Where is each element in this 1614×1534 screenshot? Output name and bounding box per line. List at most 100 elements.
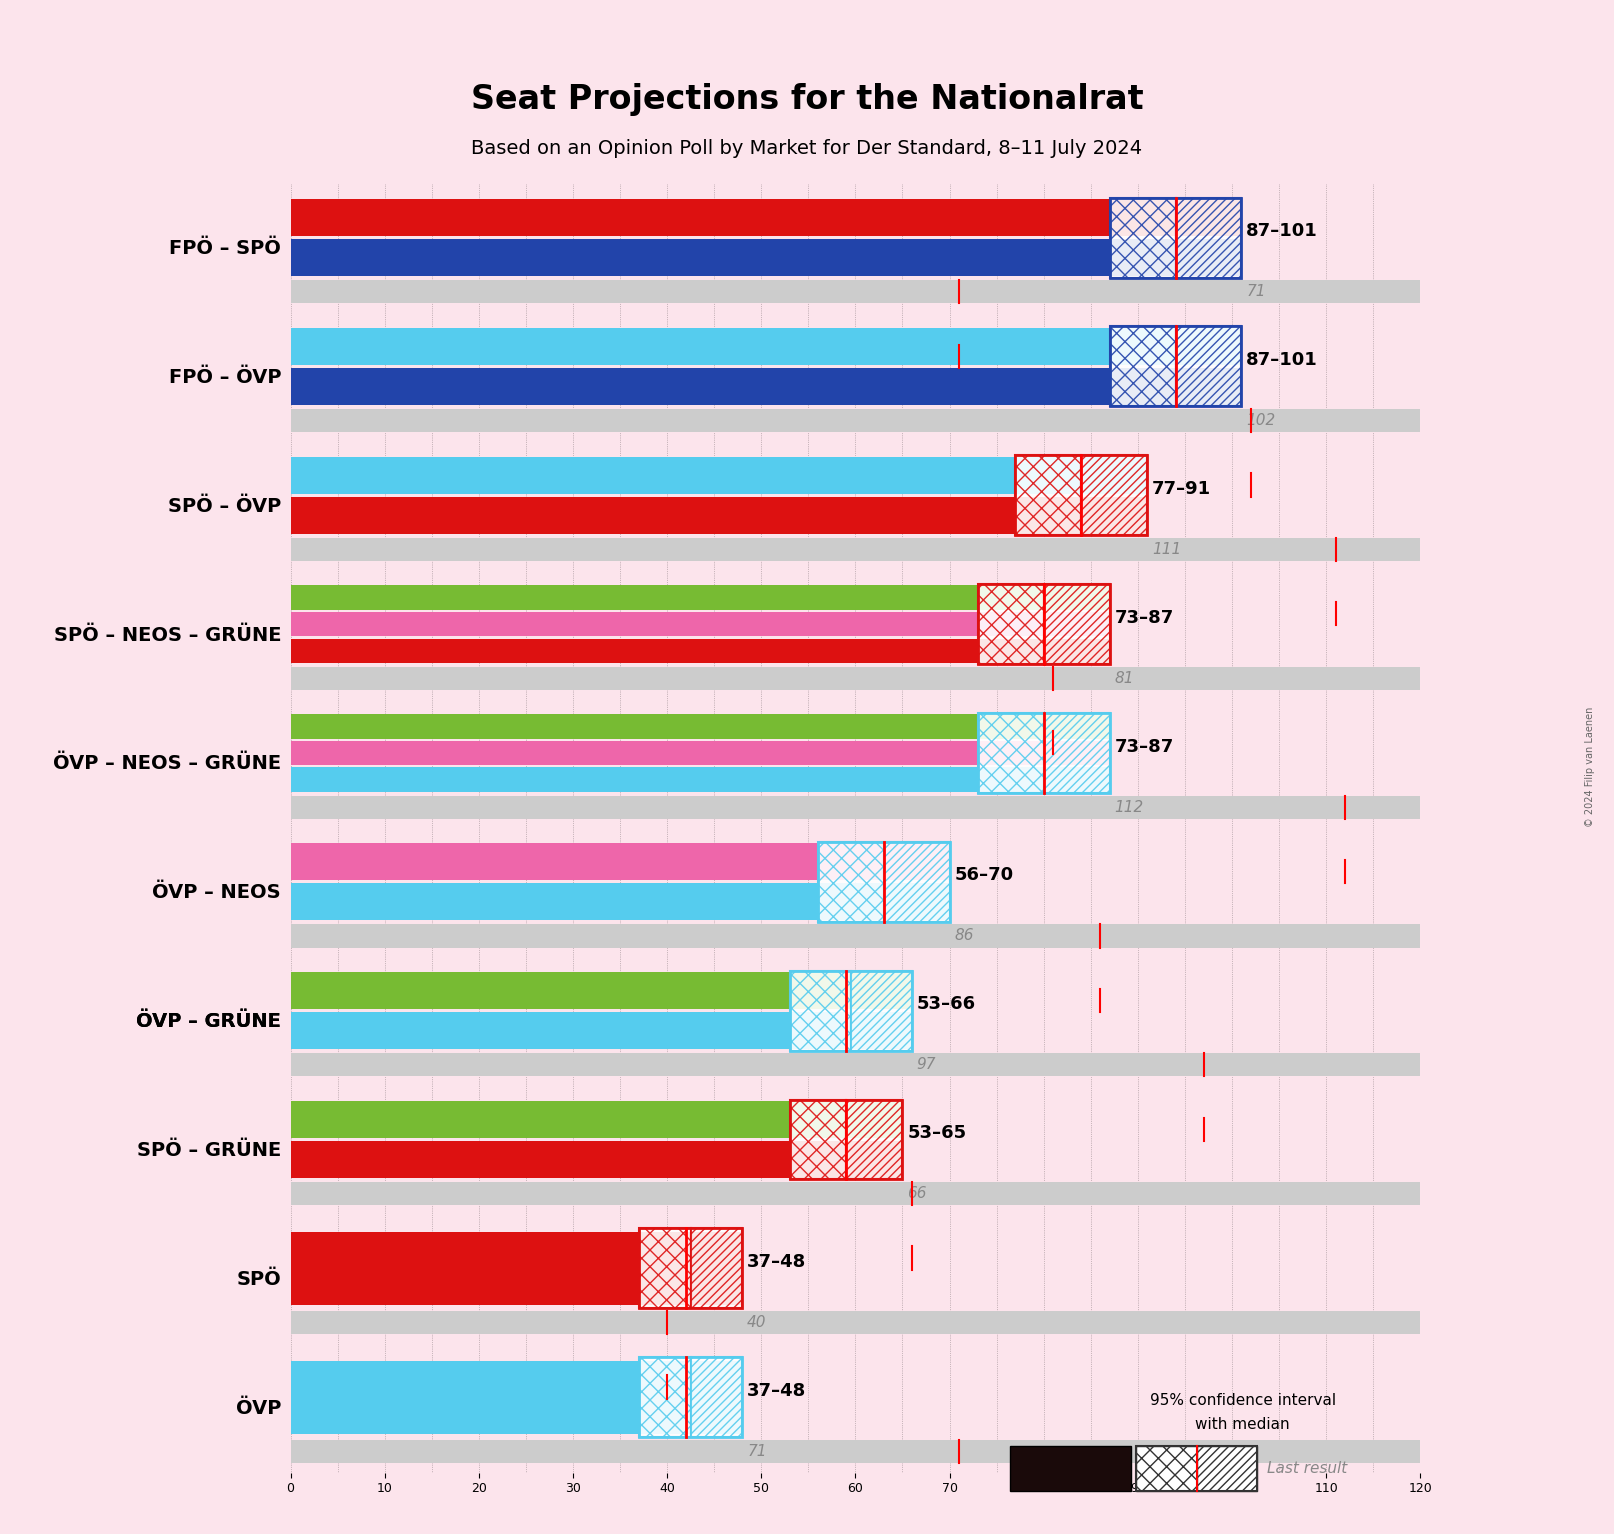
Text: 37–48: 37–48 bbox=[747, 1382, 807, 1401]
Bar bbox=[1110, 327, 1175, 407]
Bar bbox=[978, 713, 1044, 793]
Text: 77–91: 77–91 bbox=[1152, 480, 1210, 499]
Bar bbox=[291, 1361, 742, 1434]
Text: 37–48: 37–48 bbox=[747, 1253, 807, 1272]
Text: 53–65: 53–65 bbox=[907, 1124, 967, 1143]
Bar bbox=[691, 1229, 742, 1309]
Bar bbox=[851, 971, 912, 1051]
Bar bbox=[291, 796, 1420, 819]
Text: Seat Projections for the Nationalrat: Seat Projections for the Nationalrat bbox=[471, 83, 1143, 117]
Text: ÖVP – GRÜNE: ÖVP – GRÜNE bbox=[136, 1012, 281, 1031]
Text: ÖVP – NEOS – GRÜNE: ÖVP – NEOS – GRÜNE bbox=[53, 755, 281, 773]
Bar bbox=[1136, 1447, 1257, 1491]
Bar bbox=[291, 973, 912, 1009]
Bar bbox=[291, 328, 1241, 365]
Bar bbox=[291, 767, 1110, 792]
Text: ÖVP – GRÜNE: ÖVP – GRÜNE bbox=[136, 1012, 281, 1031]
Bar bbox=[291, 199, 1241, 236]
Bar bbox=[1044, 584, 1109, 664]
Text: ÖVP: ÖVP bbox=[236, 1399, 281, 1417]
Bar bbox=[1015, 456, 1081, 535]
Bar bbox=[1175, 198, 1241, 278]
Text: 97: 97 bbox=[917, 1057, 936, 1072]
Bar bbox=[1110, 327, 1241, 407]
Bar bbox=[291, 368, 1241, 405]
Text: 71: 71 bbox=[747, 1443, 767, 1459]
Text: SPÖ – ÖVP: SPÖ – ÖVP bbox=[168, 497, 281, 515]
Bar bbox=[291, 457, 1148, 494]
Text: 95% confidence interval: 95% confidence interval bbox=[1149, 1393, 1336, 1408]
Bar bbox=[1110, 198, 1241, 278]
Bar bbox=[789, 1100, 846, 1180]
Text: SPÖ: SPÖ bbox=[236, 1270, 281, 1289]
Bar bbox=[1136, 1447, 1196, 1491]
Text: 73–87: 73–87 bbox=[1114, 609, 1173, 627]
Text: 40: 40 bbox=[747, 1315, 767, 1330]
Text: with median: with median bbox=[1196, 1417, 1290, 1433]
Text: FPÖ – SPÖ: FPÖ – SPÖ bbox=[169, 239, 281, 258]
Bar bbox=[818, 842, 884, 922]
Text: Last result: Last result bbox=[1267, 1460, 1348, 1476]
Text: 53–66: 53–66 bbox=[917, 996, 976, 1014]
Bar bbox=[789, 971, 851, 1051]
Bar bbox=[1081, 456, 1148, 535]
Bar bbox=[978, 584, 1110, 664]
Bar bbox=[291, 239, 1241, 276]
Bar bbox=[789, 971, 912, 1051]
Text: 87–101: 87–101 bbox=[1246, 222, 1319, 241]
Bar bbox=[1044, 713, 1109, 793]
Bar bbox=[978, 713, 1110, 793]
Bar bbox=[291, 638, 1110, 663]
Text: Based on an Opinion Poll by Market for Der Standard, 8–11 July 2024: Based on an Opinion Poll by Market for D… bbox=[471, 140, 1143, 158]
Bar bbox=[818, 842, 949, 922]
Text: 73–87: 73–87 bbox=[1114, 738, 1173, 756]
Bar bbox=[291, 925, 1420, 948]
Bar bbox=[1196, 1447, 1257, 1491]
Text: ÖVP – NEOS: ÖVP – NEOS bbox=[152, 884, 281, 902]
Text: 102: 102 bbox=[1246, 413, 1275, 428]
Bar bbox=[639, 1229, 742, 1309]
Text: 86: 86 bbox=[954, 928, 973, 943]
Bar bbox=[291, 497, 1148, 534]
Bar bbox=[291, 1101, 902, 1138]
Bar bbox=[291, 281, 1420, 304]
Text: FPÖ – ÖVP: FPÖ – ÖVP bbox=[168, 368, 281, 387]
Text: 87–101: 87–101 bbox=[1246, 351, 1319, 370]
Bar bbox=[1015, 456, 1148, 535]
Bar bbox=[639, 1229, 691, 1309]
Bar bbox=[691, 1358, 742, 1437]
Bar bbox=[291, 1232, 742, 1305]
Bar bbox=[884, 842, 949, 922]
Text: 81: 81 bbox=[1114, 670, 1133, 686]
Text: 71: 71 bbox=[1246, 284, 1265, 299]
Bar bbox=[639, 1358, 742, 1437]
Bar bbox=[291, 410, 1420, 433]
Bar bbox=[291, 1054, 1420, 1077]
Text: 66: 66 bbox=[907, 1186, 926, 1201]
Text: SPÖ – NEOS – GRÜNE: SPÖ – NEOS – GRÜNE bbox=[53, 626, 281, 644]
Bar bbox=[291, 884, 949, 920]
Bar bbox=[291, 1141, 902, 1178]
Text: 56–70: 56–70 bbox=[954, 867, 1014, 885]
Bar bbox=[291, 1440, 1420, 1463]
Text: © 2024 Filip van Laenen: © 2024 Filip van Laenen bbox=[1585, 707, 1595, 827]
Bar bbox=[291, 715, 1110, 738]
Bar bbox=[1110, 198, 1175, 278]
Text: 112: 112 bbox=[1114, 799, 1144, 815]
Text: SPÖ – GRÜNE: SPÖ – GRÜNE bbox=[137, 1141, 281, 1160]
Bar bbox=[291, 844, 949, 881]
Bar bbox=[291, 1312, 1420, 1335]
Bar bbox=[291, 612, 1110, 637]
Bar bbox=[1010, 1447, 1131, 1491]
Bar bbox=[291, 538, 1420, 561]
Bar bbox=[291, 586, 1110, 609]
Bar bbox=[291, 667, 1420, 690]
Text: 111: 111 bbox=[1152, 542, 1181, 557]
Bar bbox=[1175, 327, 1241, 407]
Bar bbox=[639, 1358, 691, 1437]
Bar bbox=[846, 1100, 902, 1180]
Bar bbox=[978, 584, 1044, 664]
Bar bbox=[291, 1183, 1420, 1206]
Bar bbox=[789, 1100, 902, 1180]
Bar bbox=[291, 1012, 912, 1049]
